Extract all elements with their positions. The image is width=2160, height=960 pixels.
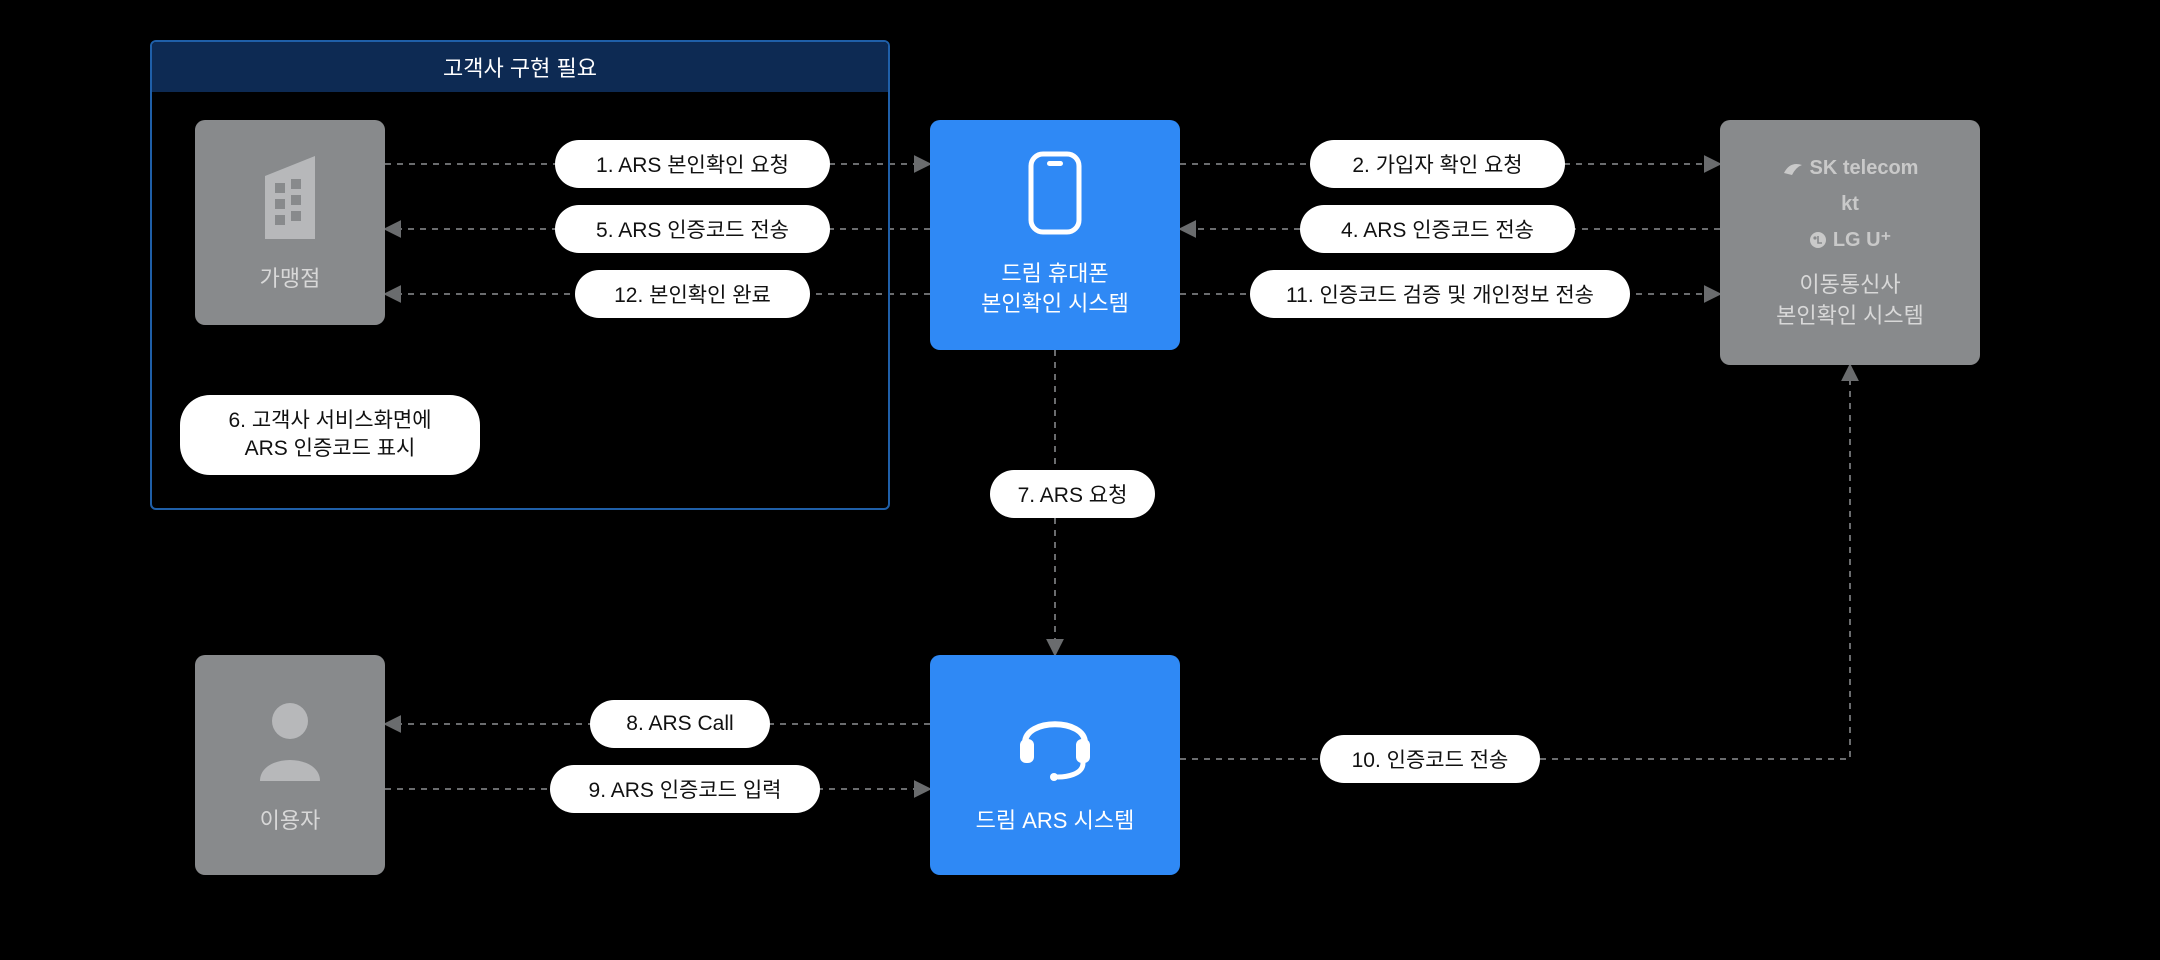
- group-header-label: 고객사 구현 필요: [443, 51, 597, 83]
- pill-text: 10. 인증코드 전송: [1352, 744, 1509, 774]
- node-label: 이용자: [260, 806, 321, 837]
- node-telco: SK telecom kt LG U⁺ 이동통신사 본인확인 시스템: [1720, 120, 1980, 365]
- node-user: 이용자: [195, 655, 385, 875]
- step-pill-11: 11. 인증코드 검증 및 개인정보 전송: [1250, 270, 1630, 318]
- carrier-label: LG U⁺: [1833, 226, 1891, 254]
- group-header: 고객사 구현 필요: [152, 42, 888, 92]
- node-label: 가맹점: [260, 264, 321, 295]
- step-pill-1: 1. ARS 본인확인 요청: [555, 140, 830, 188]
- lg-circle-icon: [1809, 231, 1827, 249]
- pill-text: 5. ARS 인증코드 전송: [596, 214, 789, 244]
- pill-text: 9. ARS 인증코드 입력: [589, 774, 782, 804]
- sk-wing-icon: [1782, 159, 1804, 177]
- diagram-stage: 고객사 구현 필요 가맹점 이용자: [0, 0, 2160, 960]
- carrier-label: SK telecom: [1810, 154, 1919, 182]
- step-pill-7: 7. ARS 요청: [990, 470, 1155, 518]
- carrier-logos: SK telecom kt LG U⁺: [1782, 154, 1919, 254]
- node-dream-ars: 드림 ARS 시스템: [930, 655, 1180, 875]
- pill-text: 6. 고객사 서비스화면에 ARS 인증코드 표시: [228, 407, 431, 464]
- node-label: 드림 ARS 시스템: [976, 806, 1135, 837]
- pill-text: 11. 인증코드 검증 및 개인정보 전송: [1286, 279, 1594, 309]
- step-pill-12: 12. 본인확인 완료: [575, 270, 810, 318]
- node-dream-phone: 드림 휴대폰 본인확인 시스템: [930, 120, 1180, 350]
- phone-icon: [1027, 150, 1083, 245]
- carrier-kt: kt: [1841, 190, 1859, 218]
- pill-text: 1. ARS 본인확인 요청: [596, 149, 789, 179]
- building-icon: [255, 151, 325, 250]
- carrier-lg: LG U⁺: [1809, 226, 1891, 254]
- node-merchant: 가맹점: [195, 120, 385, 325]
- carrier-sk: SK telecom: [1782, 154, 1919, 182]
- pill-text: 8. ARS Call: [626, 712, 733, 736]
- pill-text: 12. 본인확인 완료: [614, 279, 771, 309]
- step-pill-10: 10. 인증코드 전송: [1320, 735, 1540, 783]
- step-pill-8: 8. ARS Call: [590, 700, 770, 748]
- carrier-label: kt: [1841, 193, 1859, 215]
- pill-text: 7. ARS 요청: [1018, 479, 1128, 509]
- step-pill-5: 5. ARS 인증코드 전송: [555, 205, 830, 253]
- step-pill-4: 4. ARS 인증코드 전송: [1300, 205, 1575, 253]
- node-label: 이동통신사 본인확인 시스템: [1776, 270, 1924, 332]
- person-icon: [250, 693, 330, 792]
- pill-text: 4. ARS 인증코드 전송: [1341, 214, 1534, 244]
- step-pill-9: 9. ARS 인증코드 입력: [550, 765, 820, 813]
- headset-icon: [1010, 693, 1100, 792]
- pill-text: 2. 가입자 확인 요청: [1352, 149, 1522, 179]
- step-pill-2: 2. 가입자 확인 요청: [1310, 140, 1565, 188]
- node-label: 드림 휴대폰 본인확인 시스템: [981, 259, 1129, 321]
- step-pill-6: 6. 고객사 서비스화면에 ARS 인증코드 표시: [180, 395, 480, 475]
